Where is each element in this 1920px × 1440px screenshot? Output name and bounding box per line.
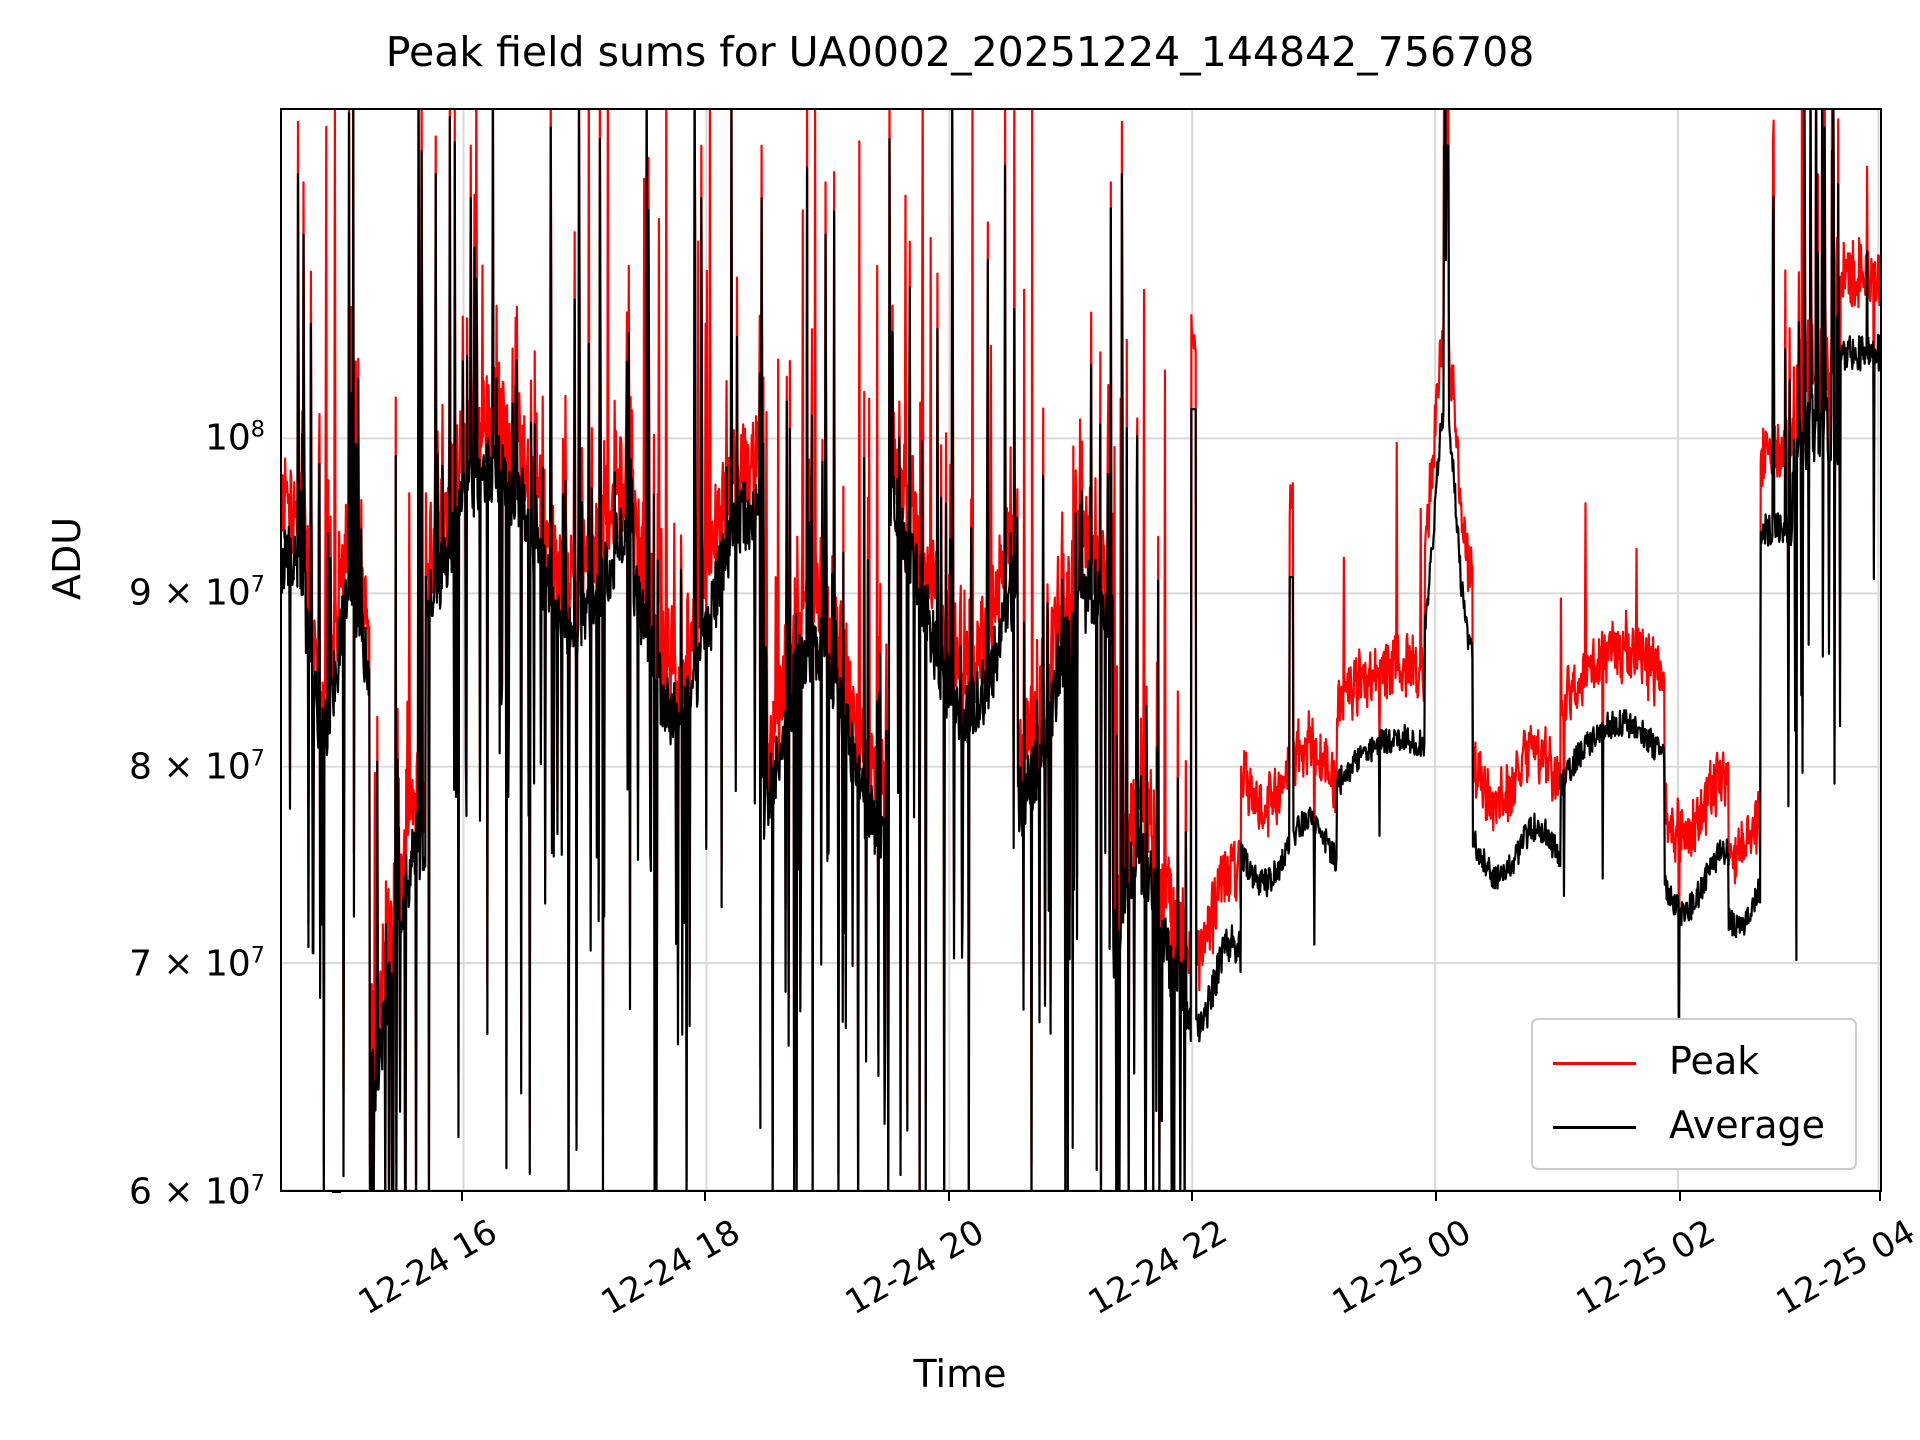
x-tick-mark bbox=[1678, 1192, 1681, 1201]
legend-label-average: Average bbox=[1669, 1103, 1826, 1147]
chart-legend: Peak Average bbox=[1531, 1018, 1857, 1170]
x-tick-mark bbox=[1191, 1192, 1194, 1201]
x-tick-label: 12-25 00 bbox=[1325, 1212, 1478, 1324]
chart-title: Peak field sums for UA0002_20251224_1448… bbox=[385, 28, 1535, 76]
y-tick-label-group: 108 9 × 107 8 × 107 7 × 107 6 × 107 bbox=[60, 0, 341, 1440]
legend-entry-average: Average bbox=[1533, 1098, 1855, 1158]
x-axis-label: Time bbox=[913, 1352, 1007, 1396]
x-tick-label: 12-24 18 bbox=[595, 1212, 748, 1324]
plot-area bbox=[280, 108, 1882, 1192]
legend-swatch-average bbox=[1553, 1126, 1636, 1129]
y-tick-label: 8 × 107 bbox=[129, 745, 265, 788]
y-tick-label: 108 bbox=[204, 416, 265, 459]
x-tick-mark bbox=[704, 1192, 707, 1201]
y-tick-label: 7 × 107 bbox=[129, 942, 265, 985]
y-tick-label: 6 × 107 bbox=[129, 1170, 265, 1213]
legend-entry-peak: Peak bbox=[1533, 1034, 1855, 1094]
x-tick-label: 12-24 20 bbox=[838, 1212, 991, 1324]
x-tick-mark bbox=[947, 1192, 950, 1201]
legend-swatch-peak bbox=[1553, 1062, 1636, 1065]
x-tick-mark bbox=[1879, 1192, 1882, 1201]
series-line-average bbox=[282, 110, 1880, 1190]
x-tick-label: 12-24 22 bbox=[1082, 1212, 1235, 1324]
x-tick-label: 12-24 16 bbox=[351, 1212, 504, 1324]
plot-svg bbox=[282, 110, 1880, 1190]
legend-label-peak: Peak bbox=[1669, 1039, 1760, 1083]
x-tick-mark bbox=[460, 1192, 463, 1201]
x-tick-label: 12-25 04 bbox=[1769, 1212, 1920, 1324]
x-tick-mark bbox=[1435, 1192, 1437, 1201]
y-tick-label: 9 × 107 bbox=[129, 571, 265, 614]
x-tick-label: 12-25 02 bbox=[1569, 1212, 1722, 1324]
y-tick-mark bbox=[332, 1191, 341, 1193]
